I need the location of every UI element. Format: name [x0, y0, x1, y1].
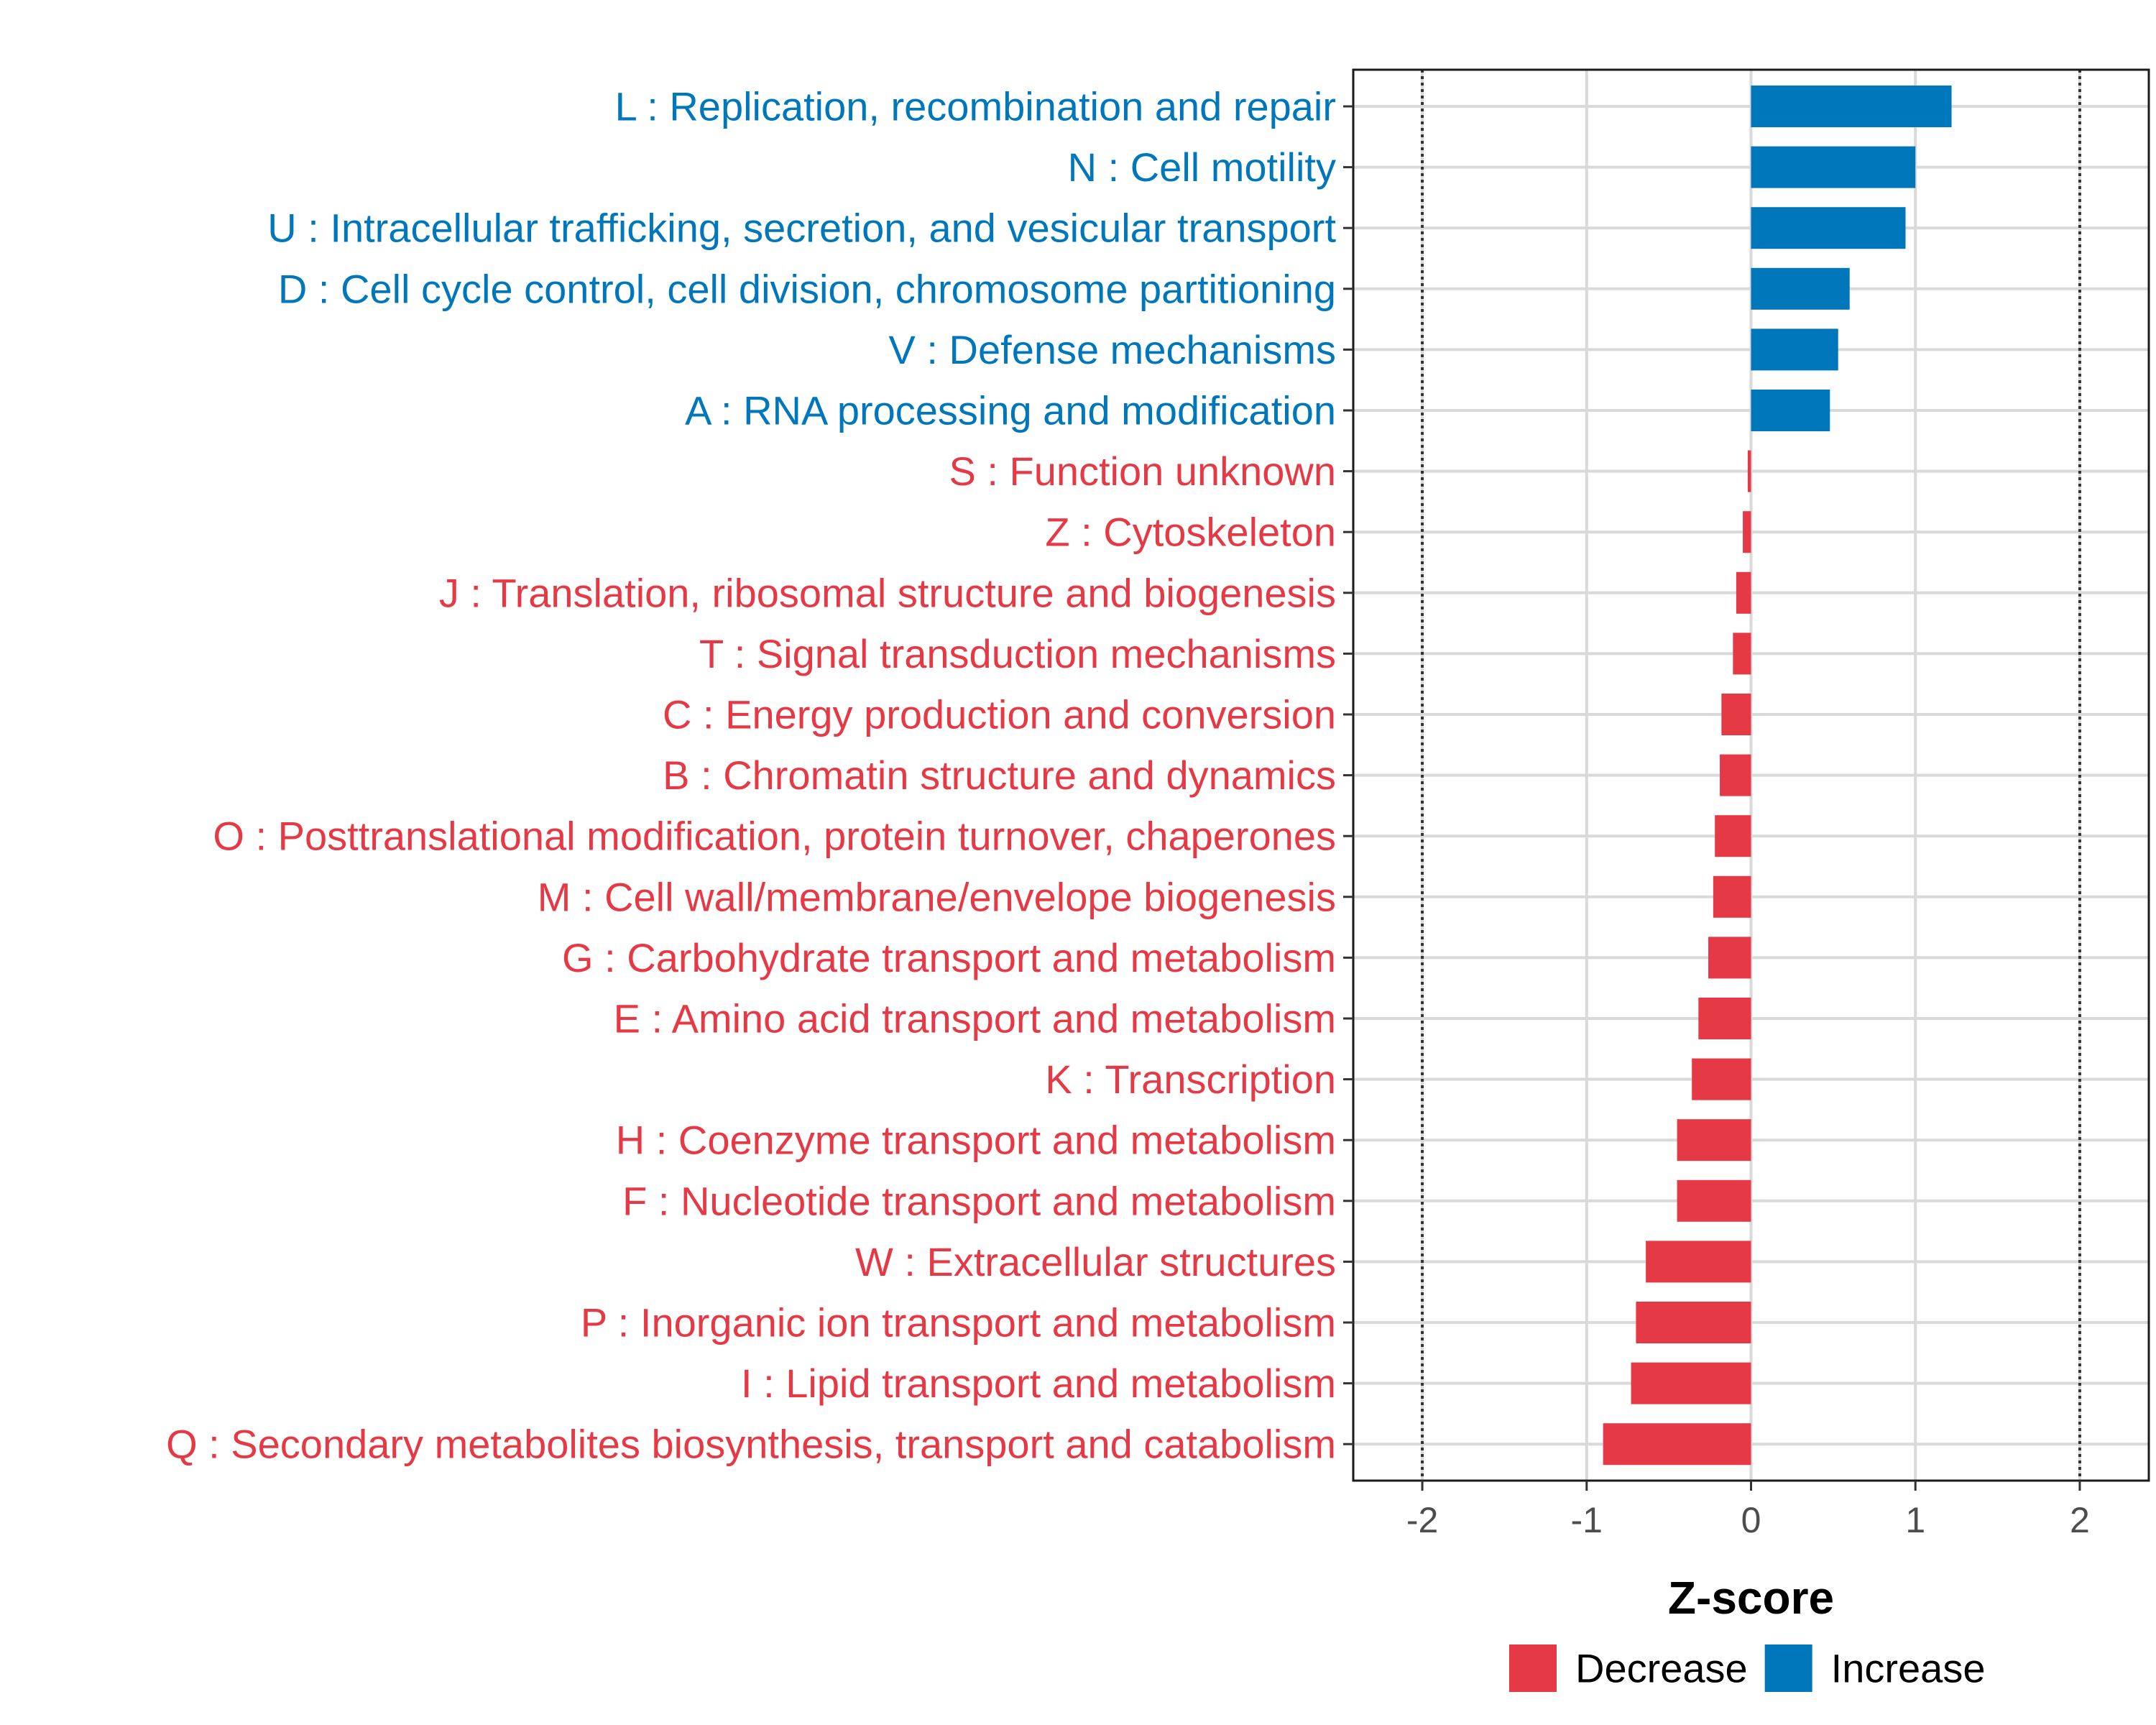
category-label: O : Posttranslational modification, prot… [213, 814, 1336, 859]
bar [1631, 1362, 1751, 1404]
category-label: W : Extracellular structures [855, 1239, 1336, 1284]
category-label: I : Lipid transport and metabolism [741, 1361, 1336, 1406]
legend-key-decrease [1509, 1644, 1557, 1692]
bar [1677, 1119, 1751, 1162]
category-label: L : Replication, recombination and repai… [615, 84, 1336, 129]
bar [1751, 328, 1838, 371]
category-label: P : Inorganic ion transport and metaboli… [581, 1300, 1336, 1346]
legend: Decrease Increase [1509, 1644, 1985, 1692]
x-tick-label: 2 [2070, 1500, 2090, 1540]
y-axis-ticks [1343, 105, 1353, 1445]
bar [1698, 998, 1751, 1039]
bar [1743, 511, 1751, 553]
category-label: U : Intracellular trafficking, secretion… [267, 206, 1336, 251]
category-label: G : Carbohydrate transport and metabolis… [562, 935, 1336, 980]
x-tick-label: -2 [1406, 1500, 1438, 1540]
category-label: K : Transcription [1045, 1057, 1336, 1102]
y-axis-category-labels: L : Replication, recombination and repai… [166, 84, 1336, 1467]
category-label: C : Energy production and conversion [663, 692, 1336, 737]
legend-label-decrease: Decrease [1575, 1646, 1748, 1691]
bar [1747, 450, 1751, 492]
category-label: E : Amino acid transport and metabolism [614, 996, 1336, 1041]
x-tick-label: 0 [1741, 1500, 1761, 1540]
bar [1715, 815, 1751, 857]
x-axis-ticks: -2 -1 0 1 2 [1406, 1481, 2090, 1540]
bar [1733, 632, 1751, 675]
x-tick-label: 1 [1905, 1500, 1925, 1540]
bar [1603, 1423, 1751, 1466]
x-tick-label: -1 [1571, 1500, 1603, 1540]
bar [1646, 1241, 1751, 1283]
category-label: J : Translation, ribosomal structure and… [439, 570, 1336, 615]
bar [1720, 754, 1751, 796]
category-label: N : Cell motility [1068, 144, 1336, 190]
category-label: F : Nucleotide transport and metabolism [622, 1178, 1336, 1223]
bar [1751, 390, 1830, 431]
category-label: T : Signal transduction mechanisms [699, 631, 1336, 676]
bar [1751, 267, 1850, 310]
reference-lines [1421, 70, 2081, 1481]
x-axis-title: Z-score [1668, 1572, 1834, 1624]
category-label: M : Cell wall/membrane/envelope biogenes… [538, 874, 1336, 919]
category-label: Z : Cytoskeleton [1045, 510, 1336, 555]
bar [1751, 86, 1952, 127]
bar [1721, 694, 1751, 735]
legend-key-increase [1764, 1644, 1812, 1692]
bar [1636, 1302, 1751, 1343]
category-label: H : Coenzyme transport and metabolism [616, 1118, 1336, 1163]
bar [1713, 875, 1751, 918]
legend-label-increase: Increase [1831, 1646, 1986, 1691]
category-label: V : Defense mechanisms [889, 327, 1336, 372]
bar [1677, 1179, 1751, 1222]
category-label: A : RNA processing and modification [685, 388, 1336, 433]
category-label: S : Function unknown [949, 448, 1336, 494]
bar [1751, 146, 1916, 188]
category-label: Q : Secondary metabolites biosynthesis, … [166, 1422, 1336, 1467]
category-label: D : Cell cycle control, cell division, c… [278, 266, 1336, 311]
bars [1603, 86, 1952, 1466]
bar [1751, 207, 1906, 249]
bar [1708, 937, 1751, 979]
category-label: B : Chromatin structure and dynamics [663, 753, 1336, 798]
bar [1692, 1058, 1751, 1100]
bar [1736, 571, 1751, 614]
